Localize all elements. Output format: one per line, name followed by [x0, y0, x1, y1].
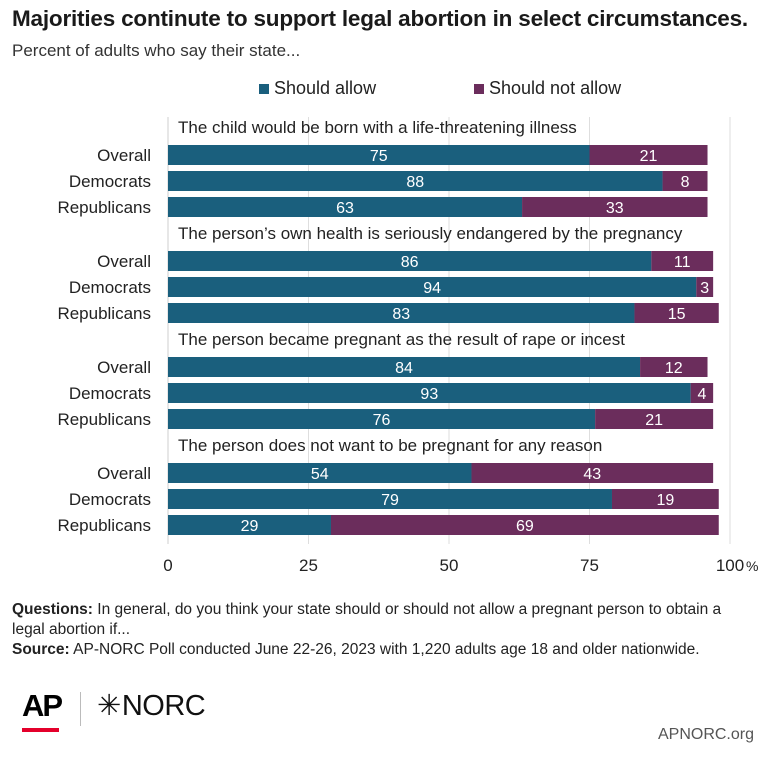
bar-should-allow — [168, 409, 596, 429]
norc-logo: ✳NORC — [97, 690, 206, 722]
data-label-should-not-allow: 4 — [697, 386, 706, 403]
bar-should-allow — [168, 357, 641, 377]
legend-swatch-should-allow — [259, 83, 269, 94]
data-label-should-allow: 83 — [392, 306, 410, 323]
data-label-should-allow: 93 — [420, 386, 438, 403]
questions-text: In general, do you think your state shou… — [12, 601, 722, 638]
legend-swatch-should-not-allow — [474, 83, 484, 94]
data-label-should-not-allow: 69 — [516, 518, 534, 535]
row-label: Republicans — [57, 198, 151, 217]
row-label: Republicans — [57, 516, 151, 535]
bar-should-allow — [168, 383, 691, 403]
ap-logo: AP — [22, 688, 63, 723]
source-label: Source: — [12, 641, 70, 658]
data-label-should-allow: 63 — [336, 200, 354, 217]
stacked-bar-chart: The child would be born with a life-thre… — [57, 117, 758, 575]
site-url: APNORC.org — [657, 726, 754, 743]
footnote: Questions: In general, do you think your… — [12, 600, 757, 660]
data-label-should-allow: 29 — [241, 518, 259, 535]
chart-title: Majorities continute to support legal ab… — [12, 6, 748, 31]
row-label: Democrats — [69, 384, 151, 403]
bar-should-allow — [168, 145, 590, 165]
logo-divider — [80, 692, 81, 726]
row-label: Overall — [97, 252, 151, 271]
group-heading: The child would be born with a life-thre… — [178, 118, 577, 137]
data-label-should-not-allow: 21 — [640, 148, 658, 165]
x-tick-label: 0 — [163, 556, 172, 575]
group-heading: The person’s own health is seriously end… — [178, 224, 683, 243]
data-label-should-allow: 76 — [373, 412, 391, 429]
bar-should-allow — [168, 251, 652, 271]
norc-logo-text: NORC — [121, 690, 206, 722]
row-label: Democrats — [69, 172, 151, 191]
legend-item-should-not-allow: Should not allow — [474, 78, 621, 99]
legend-item-should-allow: Should allow — [259, 78, 376, 99]
x-tick-label: 100 — [716, 556, 744, 575]
bar-should-allow — [168, 171, 663, 191]
data-label-should-not-allow: 33 — [606, 200, 624, 217]
bar-should-allow — [168, 277, 697, 297]
data-label-should-not-allow: 8 — [681, 174, 690, 191]
chart-legend: Should allow Should not allow — [0, 78, 768, 100]
group-heading: The person does not want to be pregnant … — [178, 436, 602, 455]
bar-should-not-allow — [330, 515, 719, 535]
source-text: AP-NORC Poll conducted June 22-26, 2023 … — [69, 641, 700, 658]
data-label-should-allow: 94 — [423, 280, 441, 297]
data-label-should-not-allow: 3 — [700, 280, 709, 297]
row-label: Democrats — [69, 278, 151, 297]
bar-should-not-allow — [611, 489, 719, 509]
row-label: Overall — [97, 464, 151, 483]
data-label-should-allow: 86 — [401, 254, 419, 271]
bar-should-not-allow — [522, 197, 708, 217]
data-label-should-not-allow: 11 — [674, 254, 691, 271]
norc-star-icon: ✳ — [97, 690, 121, 722]
x-tick-label: 25 — [299, 556, 318, 575]
chart-subtitle: Percent of adults who say their state... — [12, 41, 301, 60]
x-tick-label: 50 — [440, 556, 459, 575]
bar-should-allow — [168, 197, 523, 217]
questions-label: Questions: — [12, 601, 93, 618]
data-label-should-not-allow: 15 — [668, 306, 686, 323]
legend-label-should-not-allow: Should not allow — [489, 78, 622, 98]
bar-should-allow — [168, 303, 635, 323]
bar-should-allow — [168, 463, 472, 483]
bar-should-not-allow — [640, 357, 708, 377]
data-label-should-not-allow: 19 — [656, 492, 674, 509]
group-heading: The person became pregnant as the result… — [178, 330, 625, 349]
data-label-should-allow: 54 — [311, 466, 329, 483]
x-axis-unit: % — [746, 558, 758, 574]
data-label-should-allow: 84 — [395, 360, 413, 377]
ap-logo-underline — [22, 728, 59, 732]
data-label-should-allow: 79 — [381, 492, 399, 509]
bar-should-not-allow — [662, 171, 708, 191]
bar-should-not-allow — [634, 303, 719, 323]
bar-should-not-allow — [696, 277, 714, 297]
bar-should-allow — [168, 489, 612, 509]
row-label: Overall — [97, 146, 151, 165]
bar-should-not-allow — [651, 251, 714, 271]
row-label: Republicans — [57, 304, 151, 323]
row-label: Overall — [97, 358, 151, 377]
data-label-should-not-allow: 43 — [583, 466, 601, 483]
bar-should-not-allow — [471, 463, 714, 483]
data-label-should-allow: 75 — [370, 148, 388, 165]
row-label: Democrats — [69, 490, 151, 509]
bar-should-not-allow — [589, 145, 708, 165]
bar-should-allow — [168, 515, 331, 535]
legend-label-should-allow: Should allow — [274, 78, 377, 98]
bar-should-not-allow — [690, 383, 714, 403]
x-tick-label: 75 — [580, 556, 599, 575]
bar-should-not-allow — [595, 409, 714, 429]
data-label-should-not-allow: 12 — [665, 360, 683, 377]
row-label: Republicans — [57, 410, 151, 429]
data-label-should-not-allow: 21 — [645, 412, 663, 429]
data-label-should-allow: 88 — [406, 174, 424, 191]
